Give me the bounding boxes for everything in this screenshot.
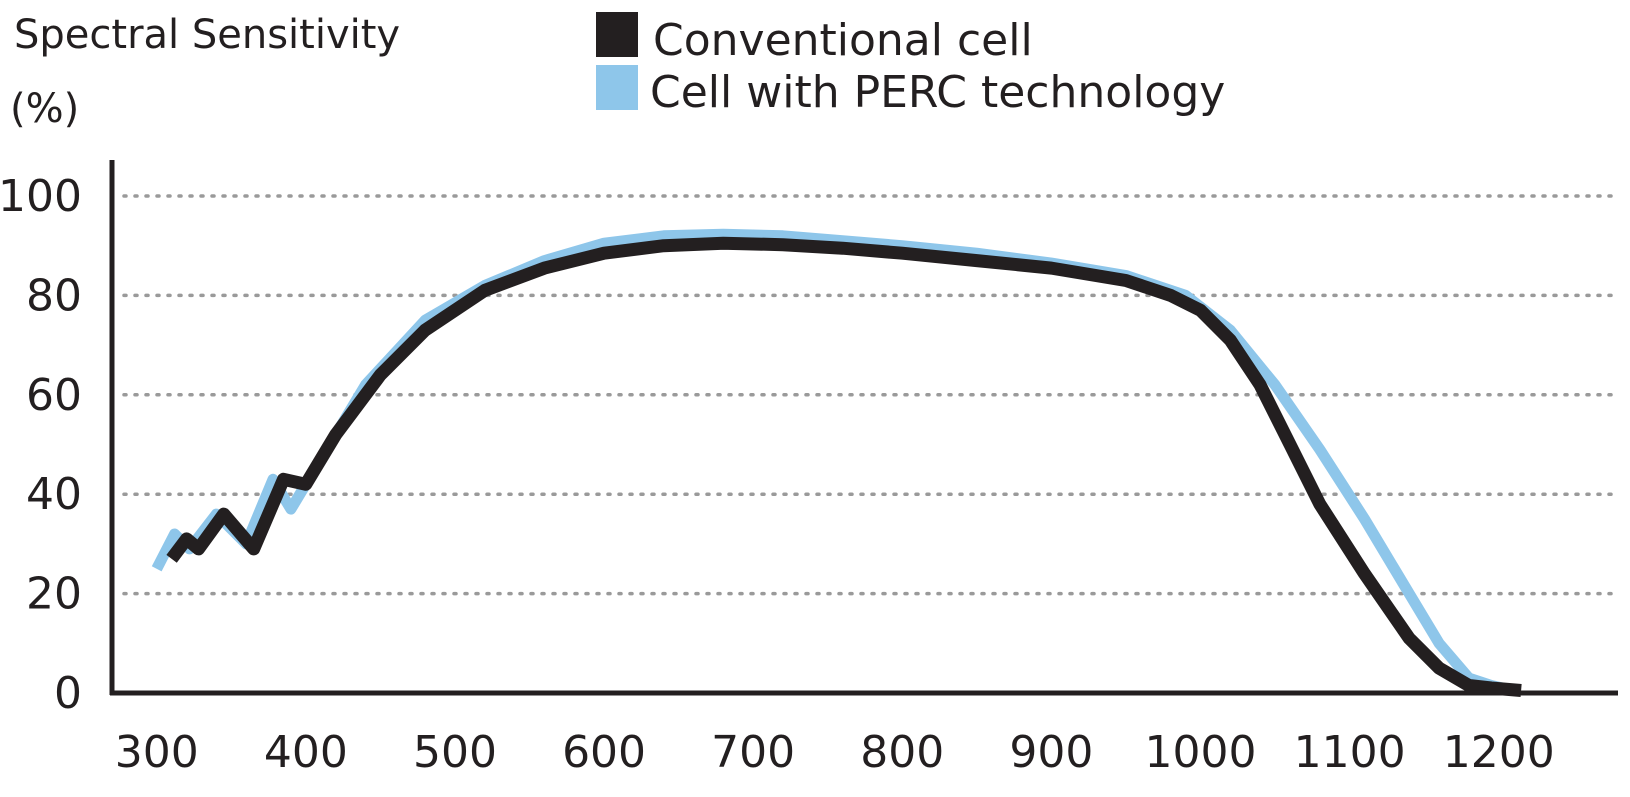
- y-tick-label-40: 40: [26, 469, 82, 520]
- x-tick-label-700: 700: [711, 727, 795, 778]
- y-tick-labels: 0 20 40 60 80 100: [0, 171, 82, 719]
- x-tick-label-900: 900: [1009, 727, 1093, 778]
- legend-swatch-conventional: [596, 12, 638, 57]
- legend-label-perc: Cell with PERC technology: [650, 67, 1225, 118]
- y-axis-title-line1: Spectral Sensitivity: [14, 12, 400, 58]
- x-tick-label-400: 400: [264, 727, 348, 778]
- gridlines: [122, 194, 1620, 596]
- x-tick-label-1000: 1000: [1145, 727, 1257, 778]
- y-tick-label-20: 20: [26, 569, 82, 620]
- x-tick-label-800: 800: [860, 727, 944, 778]
- series-line-conventional-cell: [166, 236, 1522, 697]
- y-tick-label-100: 100: [0, 171, 82, 222]
- legend-swatch-perc: [596, 65, 638, 110]
- series-lines: [151, 228, 1522, 697]
- x-tick-label-600: 600: [562, 727, 646, 778]
- y-tick-label-0: 0: [54, 668, 82, 719]
- y-tick-label-80: 80: [26, 270, 82, 321]
- x-tick-label-500: 500: [413, 727, 497, 778]
- x-tick-labels: 300 400 500 600 700 800 900 1000 1100 1200: [115, 727, 1555, 778]
- legend-label-conventional: Conventional cell: [653, 15, 1033, 66]
- series-line-cell-with-perc-technology: [151, 228, 1515, 696]
- axes: [109, 160, 1618, 696]
- x-tick-label-1200: 1200: [1443, 727, 1555, 778]
- y-tick-label-60: 60: [26, 370, 82, 421]
- y-axis-title-line2: (%): [10, 86, 79, 132]
- x-tick-label-1100: 1100: [1294, 727, 1406, 778]
- legend: Conventional cell Cell with PERC technol…: [596, 12, 1225, 118]
- x-tick-label-300: 300: [115, 727, 199, 778]
